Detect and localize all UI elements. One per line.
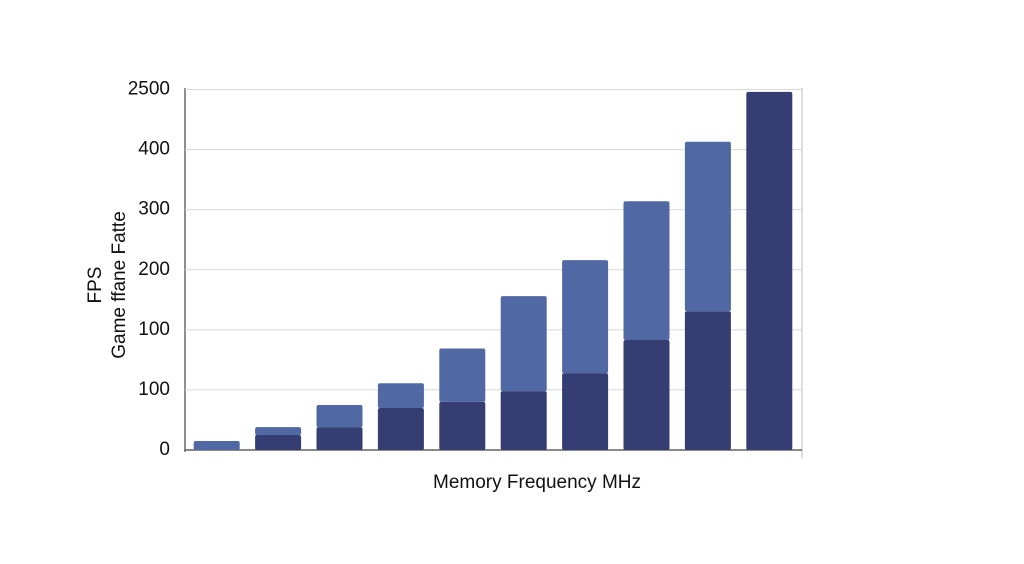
y-tick-label: 100 xyxy=(138,379,170,400)
bar-segment xyxy=(746,91,793,451)
bar-segment xyxy=(684,141,731,312)
bar-segment xyxy=(193,440,240,450)
bar-segment xyxy=(255,427,302,435)
bar-segment xyxy=(255,434,302,450)
y-tick-label: 200 xyxy=(138,259,170,280)
y-tick-label: 2500 xyxy=(128,79,170,100)
bar-segment xyxy=(684,311,731,450)
bar-segment xyxy=(316,427,363,450)
x-axis-title: Memory Frequency MHz xyxy=(433,472,641,493)
y-tick-label: 400 xyxy=(138,139,170,160)
bar-segment xyxy=(439,401,486,450)
bar-segment xyxy=(500,391,547,450)
bar-segment xyxy=(562,260,609,374)
bar-segment xyxy=(562,373,609,450)
bar-segment xyxy=(439,348,486,402)
y-tick-label: 300 xyxy=(138,199,170,220)
bar-segment xyxy=(623,201,670,341)
y-tick-label: 0 xyxy=(159,439,170,460)
y-axis-title: Game ffane Fatte xyxy=(109,211,130,359)
bar-segment xyxy=(623,340,670,450)
bar-segment xyxy=(500,296,547,392)
bar-segment xyxy=(316,404,363,428)
bar-segment xyxy=(377,383,424,408)
y-tick-label: 100 xyxy=(138,319,170,340)
y-axis-title: FPS xyxy=(85,267,106,304)
bar-segment xyxy=(377,407,424,450)
